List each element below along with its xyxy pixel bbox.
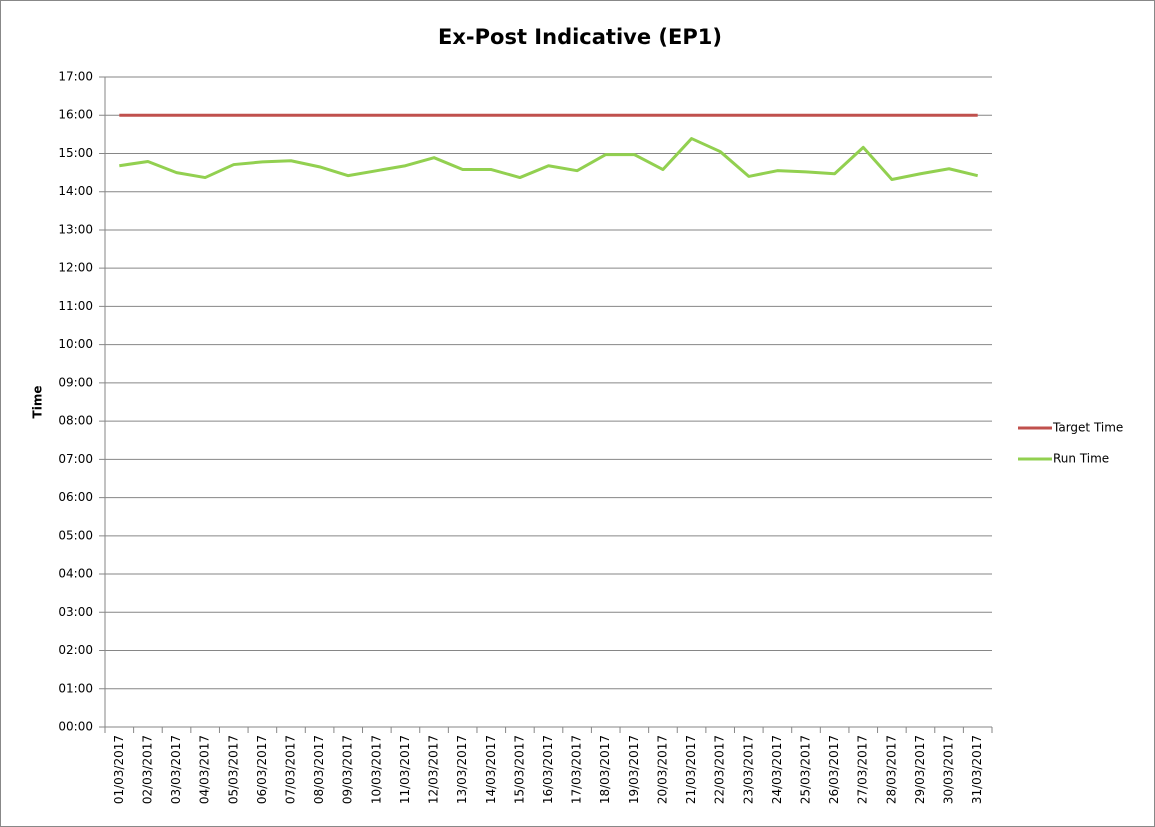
x-tick-label: 26/03/2017 xyxy=(827,735,841,804)
x-tick-label: 01/03/2017 xyxy=(112,735,126,804)
chart-title: Ex-Post Indicative (EP1) xyxy=(438,25,722,49)
x-tick-label: 14/03/2017 xyxy=(484,735,498,804)
x-tick-label: 07/03/2017 xyxy=(283,735,297,804)
y-tick-label: 15:00 xyxy=(58,146,93,160)
x-tick-label: 23/03/2017 xyxy=(741,735,755,804)
x-tick-label: 04/03/2017 xyxy=(198,735,212,804)
y-tick-label: 04:00 xyxy=(58,567,93,581)
y-tick-label: 16:00 xyxy=(58,108,93,122)
y-axis-label: Time xyxy=(31,386,45,419)
x-tick-label: 28/03/2017 xyxy=(884,735,898,804)
x-tick-label: 15/03/2017 xyxy=(512,735,526,804)
y-tick-label: 01:00 xyxy=(58,681,93,695)
x-tick-label: 24/03/2017 xyxy=(770,735,784,804)
x-tick-label: 10/03/2017 xyxy=(369,735,383,804)
y-tick-label: 03:00 xyxy=(58,605,93,619)
legend-label: Run Time xyxy=(1053,452,1109,466)
y-tick-label: 12:00 xyxy=(58,261,93,275)
y-tick-label: 05:00 xyxy=(58,528,93,542)
x-tick-label: 05/03/2017 xyxy=(226,735,240,804)
x-tick-label: 20/03/2017 xyxy=(655,735,669,804)
y-tick-label: 06:00 xyxy=(58,490,93,504)
legend-label: Target Time xyxy=(1052,421,1123,435)
x-tick-label: 17/03/2017 xyxy=(570,735,584,804)
x-tick-label: 29/03/2017 xyxy=(913,735,927,804)
x-tick-label: 19/03/2017 xyxy=(627,735,641,804)
x-tick-label: 03/03/2017 xyxy=(169,735,183,804)
x-tick-label: 11/03/2017 xyxy=(398,735,412,804)
x-tick-label: 09/03/2017 xyxy=(341,735,355,804)
x-tick-label: 31/03/2017 xyxy=(970,735,984,804)
x-tick-label: 27/03/2017 xyxy=(856,735,870,804)
y-tick-label: 00:00 xyxy=(58,720,93,734)
y-tick-label: 11:00 xyxy=(58,299,93,313)
y-tick-label: 09:00 xyxy=(58,375,93,389)
x-tick-label: 30/03/2017 xyxy=(942,735,956,804)
y-tick-label: 10:00 xyxy=(58,337,93,351)
x-tick-label: 21/03/2017 xyxy=(684,735,698,804)
y-tick-label: 07:00 xyxy=(58,452,93,466)
x-tick-label: 16/03/2017 xyxy=(541,735,555,804)
x-tick-label: 02/03/2017 xyxy=(140,735,154,804)
x-tick-label: 06/03/2017 xyxy=(255,735,269,804)
x-tick-label: 13/03/2017 xyxy=(455,735,469,804)
y-tick-label: 08:00 xyxy=(58,414,93,428)
x-tick-label: 25/03/2017 xyxy=(799,735,813,804)
y-tick-label: 13:00 xyxy=(58,222,93,236)
x-tick-label: 18/03/2017 xyxy=(598,735,612,804)
series-line xyxy=(119,137,979,181)
y-tick-label: 14:00 xyxy=(58,184,93,198)
x-tick-label: 22/03/2017 xyxy=(713,735,727,804)
y-tick-label: 17:00 xyxy=(58,70,93,84)
x-tick-label: 12/03/2017 xyxy=(427,735,441,804)
y-tick-label: 02:00 xyxy=(58,643,93,657)
x-tick-label: 08/03/2017 xyxy=(312,735,326,804)
